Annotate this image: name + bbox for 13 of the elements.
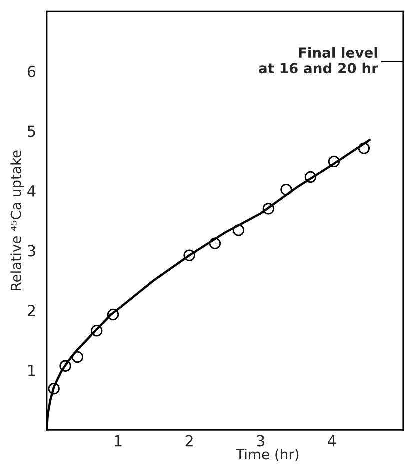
x-tick-label: 3: [257, 435, 264, 447]
y-tick-label: 5: [28, 126, 36, 138]
x-tick-label: 1: [115, 435, 122, 447]
y-axis-title: Relative ⁴⁵Ca uptake: [10, 150, 24, 290]
x-axis-title: Time (hr): [236, 448, 299, 462]
ref-line-label: Final level at 16 and 20 hr: [259, 47, 378, 74]
y-tick-label: 4: [28, 186, 36, 197]
y-tick-label: 6: [28, 66, 36, 78]
y-tick-label: 3: [28, 245, 36, 257]
y-tick-label: 2: [28, 305, 36, 316]
x-tick-label: 2: [186, 435, 193, 447]
x-tick-label: 4: [328, 435, 336, 447]
y-tick-label: 1: [28, 365, 36, 376]
